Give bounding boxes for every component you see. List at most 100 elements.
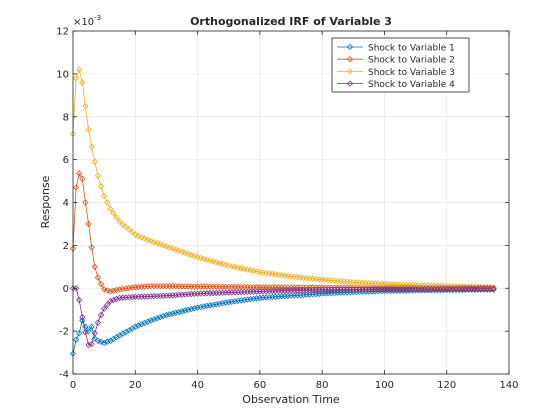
series-1-marker (104, 338, 111, 346)
series-1-marker (297, 291, 304, 299)
series-1-marker (185, 306, 192, 313)
series-1-marker (216, 300, 223, 307)
x-tick-label: 0 (70, 380, 76, 391)
legend-marker-4 (346, 80, 354, 87)
series-1-marker (157, 314, 164, 321)
series-2-marker (116, 286, 123, 293)
series-3-marker (150, 238, 158, 246)
series-1-marker (163, 311, 170, 319)
series-4-marker (125, 294, 133, 301)
series-1-marker (209, 301, 217, 309)
series-1-marker (306, 291, 313, 298)
series-3-marker (104, 199, 111, 206)
series-4-marker (181, 291, 189, 298)
series-1-marker (100, 339, 108, 347)
series-1-marker (141, 319, 148, 327)
x-axis-label: Observation Time (242, 393, 340, 406)
series-4-marker (116, 294, 123, 302)
series-4-marker (119, 294, 126, 301)
series-3-marker (185, 250, 192, 258)
series-1-marker (91, 335, 98, 342)
series-4-marker (490, 285, 497, 292)
series-3-marker (175, 247, 183, 254)
series-2-marker (135, 283, 142, 291)
series-2-marker (72, 184, 80, 191)
series-4-marker (85, 341, 92, 349)
series-1-marker (153, 315, 161, 322)
series-4-marker (129, 293, 136, 301)
series-4-marker (110, 296, 117, 304)
series-2-marker (88, 244, 95, 251)
series-1-marker (175, 308, 183, 316)
series-4-marker (82, 329, 89, 336)
series-1-marker (247, 296, 254, 303)
series-3-marker (169, 245, 176, 252)
series-2-marker (100, 286, 108, 293)
series-3-marker (85, 126, 92, 133)
series-4-marker (175, 291, 183, 299)
series-3-marker (97, 183, 105, 190)
series-4-marker (91, 330, 98, 337)
series-1-marker (200, 303, 207, 310)
series-1-marker (203, 302, 211, 310)
series-1-marker (213, 301, 220, 308)
y-tick-label: -4 (59, 370, 69, 381)
series-3-marker (138, 234, 145, 241)
series-3-marker (91, 158, 98, 165)
series-1-marker (287, 292, 295, 299)
series-3-marker (110, 210, 117, 217)
series-4-marker (79, 314, 86, 321)
series-3-marker (135, 232, 142, 240)
series-3-marker (76, 66, 83, 73)
series-3-marker (490, 284, 497, 291)
series-1-marker (315, 290, 323, 297)
series-4-marker (163, 292, 170, 299)
y-tick-label: 8 (63, 112, 69, 123)
series-2-marker (144, 283, 151, 290)
series-2-marker (94, 274, 102, 281)
series-2-marker (91, 263, 98, 270)
y-axis-label: Response (39, 175, 52, 228)
series-1-marker (284, 292, 292, 300)
series-4-marker (122, 294, 130, 301)
series-4-marker (113, 295, 120, 303)
series-2-marker (79, 175, 86, 183)
legend-marker-2 (346, 56, 354, 63)
series-1-marker (132, 323, 139, 331)
y-tick-label: 6 (63, 155, 69, 166)
series-1-marker (88, 323, 95, 331)
series-1-marker (194, 304, 201, 311)
series-1-marker (244, 296, 251, 303)
series-2-marker (129, 284, 136, 291)
series-1-marker (269, 293, 276, 301)
series-1-marker (300, 291, 307, 299)
x-tick-label: 40 (191, 380, 204, 391)
series-2-marker (82, 199, 89, 206)
series-2-marker (97, 280, 105, 288)
series-1-marker (188, 305, 195, 313)
series-1-marker (79, 317, 86, 324)
x-tick-label: 140 (499, 380, 518, 391)
series-3-marker (141, 235, 148, 242)
series-2-marker (138, 283, 145, 290)
series-4-marker (97, 311, 105, 319)
series-2-marker (132, 284, 139, 291)
series-1-marker (172, 309, 179, 316)
series-3-marker (163, 243, 170, 250)
series-1-marker (150, 316, 158, 323)
series-1-marker (206, 302, 214, 309)
series-4-marker (107, 297, 114, 305)
series-1-marker (138, 321, 145, 328)
x-tick-label: 120 (437, 380, 456, 391)
x-tick-label: 60 (253, 380, 266, 391)
series-1-marker (178, 308, 186, 315)
series-4-marker (172, 291, 179, 299)
legend-marker-3 (346, 68, 354, 75)
chart-title: Orthogonalized IRF of Variable 3 (190, 15, 392, 28)
series-1-marker (303, 291, 310, 298)
series-3-marker (191, 252, 198, 260)
series-4-marker (178, 291, 186, 298)
y-tick-label: 0 (63, 284, 69, 295)
series-3-marker (181, 249, 189, 257)
series-2-marker (141, 283, 148, 290)
